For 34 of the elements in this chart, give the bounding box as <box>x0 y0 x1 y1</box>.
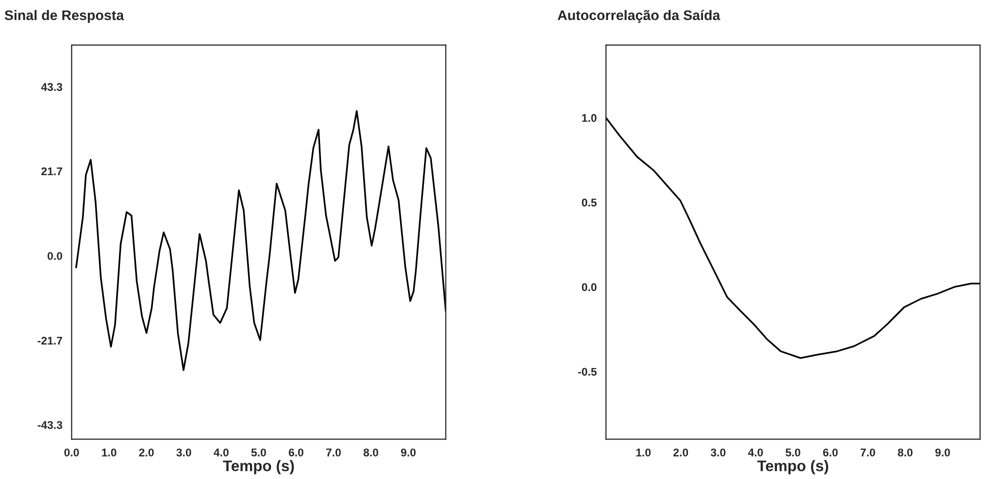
y-tick-label: -43.3 <box>38 421 62 429</box>
line-series <box>606 116 980 359</box>
y-tick-label: 1.0 <box>582 114 596 122</box>
chart-title: Autocorrelação da Saída <box>558 10 720 23</box>
x-tick-label: 1.0 <box>102 448 116 456</box>
x-tick-label: 2.0 <box>673 448 688 456</box>
x-tick-label: 6.0 <box>288 448 304 456</box>
line-series <box>75 110 446 371</box>
x-tick-label: 7.0 <box>326 448 341 456</box>
x-tick-label: 2.0 <box>139 448 154 456</box>
x-tick-label: 5.0 <box>786 448 800 456</box>
x-tick-label: 3.0 <box>710 448 726 456</box>
x-tick-label: 4.0 <box>748 448 763 456</box>
x-tick-label: 1.0 <box>636 448 651 456</box>
y-tick-label: -0.5 <box>578 368 597 376</box>
chart-title: Sinal de Resposta <box>4 10 124 23</box>
x-tick-label: 8.0 <box>364 448 378 456</box>
x-tick-label: 8.0 <box>898 448 913 456</box>
x-tick-label: 5.0 <box>251 448 266 456</box>
x-tick-label: 3.0 <box>176 448 192 456</box>
x-tick-label: 7.0 <box>860 448 876 456</box>
x-tick-label: 4.0 <box>214 448 229 456</box>
x-tick-label: 9.0 <box>935 448 950 456</box>
y-tick-label: -21.7 <box>38 336 62 345</box>
y-tick-label: 43.3 <box>41 83 62 91</box>
y-tick-label: 0.0 <box>582 283 596 292</box>
y-tick-label: 0.5 <box>582 198 597 207</box>
x-axis-title: Tempo (s) <box>222 460 294 474</box>
x-tick-label: 6.0 <box>823 448 838 456</box>
y-tick-label: 0.0 <box>48 252 62 260</box>
x-tick-label: 0.0 <box>64 448 79 456</box>
x-tick-label: 9.0 <box>401 448 416 456</box>
x-axis-title: Tempo (s) <box>757 460 828 474</box>
y-tick-label: 21.7 <box>41 167 62 176</box>
